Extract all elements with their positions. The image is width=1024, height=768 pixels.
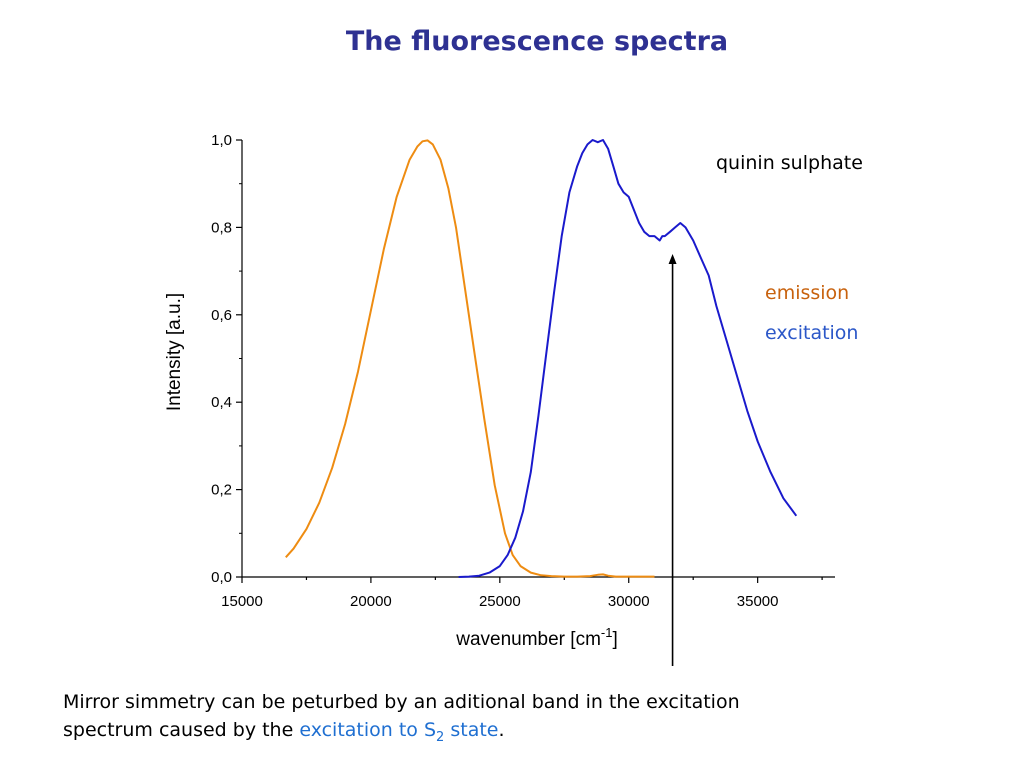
- caption-highlight-sub: 2: [436, 729, 445, 745]
- y-tick-label: 0,2: [211, 482, 232, 499]
- x-tick-label: 35000: [737, 593, 779, 610]
- caption-line-2-start: spectrum caused by the: [63, 719, 300, 741]
- y-tick-label: 0,4: [211, 394, 232, 411]
- y-axis-title: Intensity [a.u.]: [164, 293, 185, 411]
- caption-highlight-pre: excitation to S: [299, 719, 437, 741]
- caption: Mirror simmetry can be peturbed by an ad…: [63, 688, 963, 744]
- x-axis-title: wavenumber [cm-1]: [455, 625, 618, 650]
- legend-excitation: excitation: [765, 322, 858, 344]
- s2-band-arrow: [668, 254, 677, 666]
- caption-line-2: spectrum caused by the excitation to S2 …: [63, 716, 963, 744]
- sample-name-label: quinin sulphate: [716, 152, 863, 174]
- x-tick-label: 20000: [350, 593, 392, 610]
- y-tick-label: 0,6: [211, 307, 232, 324]
- y-tick-label: 1,0: [211, 132, 232, 149]
- x-axis-title-tail: ]: [612, 629, 617, 650]
- arrow-head: [668, 254, 677, 264]
- x-tick-label: 30000: [608, 593, 650, 610]
- x-tick-label: 15000: [221, 593, 263, 610]
- caption-line-1: Mirror simmetry can be peturbed by an ad…: [63, 691, 740, 713]
- x-axis-title-main: wavenumber [cm: [455, 629, 601, 650]
- caption-line-2-end: .: [498, 719, 505, 741]
- slide-title: The fluorescence spectra: [345, 26, 729, 57]
- spectra-chart: 0,0 0,2 0,4 0,6 0,8 1,0 15000 20000 25000 30000 3…: [164, 132, 863, 666]
- legend-emission: emission: [765, 282, 849, 304]
- y-tick-label: 0,8: [211, 219, 232, 236]
- caption-highlight: excitation to S2 state: [299, 719, 499, 744]
- plot-series: [285, 139, 798, 578]
- y-tick-label: 0,0: [211, 569, 232, 586]
- excitation-curve: [458, 139, 798, 578]
- caption-highlight-post: state: [444, 719, 499, 741]
- emission-curve: [285, 139, 655, 578]
- x-axis-title-sup: -1: [601, 625, 613, 640]
- x-tick-label: 25000: [479, 593, 521, 610]
- y-axis: 0,0 0,2 0,4 0,6 0,8 1,0: [211, 132, 243, 586]
- x-axis: 15000 20000 25000 30000 35000: [221, 576, 835, 610]
